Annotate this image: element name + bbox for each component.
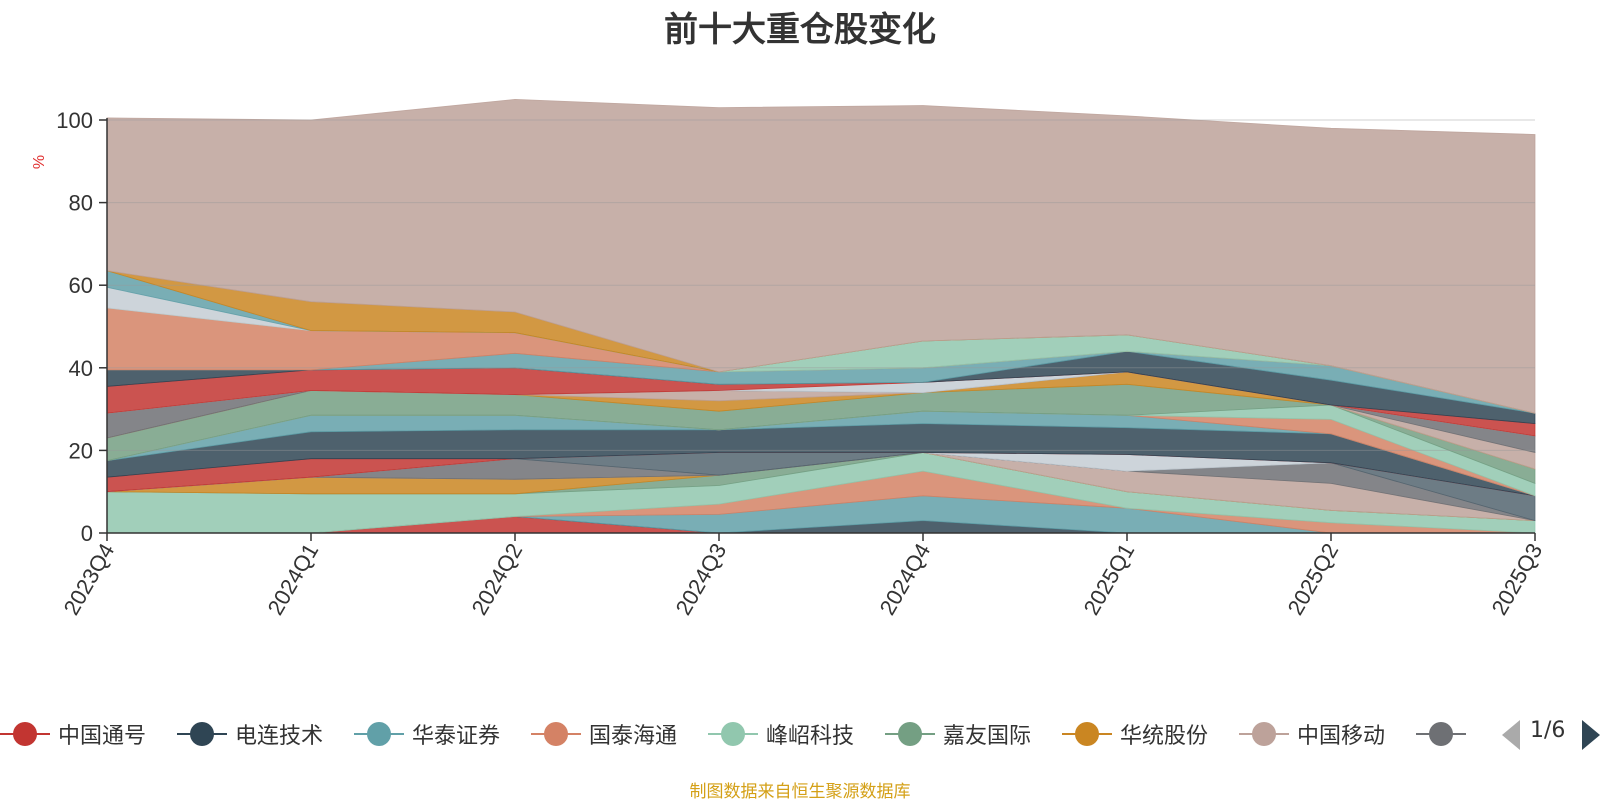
legend-marker-dot: [898, 722, 922, 746]
legend-marker-dot: [190, 722, 214, 746]
y-tick-label: 20: [69, 438, 93, 463]
y-tick-label: 80: [69, 191, 93, 216]
legend-item[interactable]: [1416, 714, 1474, 754]
legend-marker-icon: [885, 719, 935, 749]
legend-item[interactable]: 电连技术: [177, 714, 323, 754]
legend-marker-icon: [708, 719, 758, 749]
legend-item[interactable]: 华泰证券: [354, 714, 500, 754]
legend-marker-dot: [544, 722, 568, 746]
legend-marker-dot: [1252, 722, 1276, 746]
legend-label: 中国通号: [58, 724, 147, 749]
legend-marker-dot: [13, 722, 37, 746]
legend-item[interactable]: 华统股份: [1062, 714, 1208, 754]
legend-label: 华泰证券: [412, 724, 501, 749]
series-area-29: [106, 98, 1536, 414]
legend-prev-page-icon[interactable]: [1502, 720, 1520, 750]
legend-marker-icon: [0, 719, 50, 749]
y-tick-label: 0: [81, 521, 93, 546]
legend-item[interactable]: 国泰海通: [531, 714, 677, 754]
x-tick-label: 2024Q3: [671, 539, 732, 619]
legend-label: 国泰海通: [589, 724, 678, 749]
y-tick-label: 60: [69, 273, 93, 298]
legend-page-indicator: 1/6: [1530, 718, 1566, 743]
legend-marker-icon: [1062, 719, 1112, 749]
x-tick-label: 2025Q1: [1079, 539, 1140, 619]
y-tick-label: 100: [56, 108, 93, 133]
legend-label: 峰岹科技: [766, 724, 855, 749]
x-tick-label: 2024Q4: [875, 539, 936, 619]
legend-label: 华统股份: [1120, 724, 1209, 749]
legend-label: 电连技术: [235, 724, 324, 749]
legend-label: 中国移动: [1297, 724, 1386, 749]
legend-next-page-icon[interactable]: [1582, 720, 1600, 750]
legend-label: 嘉友国际: [943, 724, 1032, 749]
legend-pager: 1/6: [1496, 716, 1600, 752]
x-tick-label: 2023Q4: [59, 539, 120, 619]
legend-marker-icon: [1416, 719, 1466, 749]
legend-item[interactable]: 嘉友国际: [885, 714, 1031, 754]
x-tick-label: 2025Q2: [1283, 539, 1344, 619]
legend-item[interactable]: 峰岹科技: [708, 714, 854, 754]
legend-marker-dot: [721, 722, 745, 746]
stacked-areas: [106, 98, 1536, 534]
x-tick-label: 2025Q3: [1487, 539, 1548, 619]
y-axis-label: %: [31, 155, 48, 169]
legend-marker-icon: [177, 719, 227, 749]
y-tick-label: 40: [69, 356, 93, 381]
legend-marker-dot: [1429, 722, 1453, 746]
legend-item[interactable]: 中国移动: [1239, 714, 1385, 754]
legend[interactable]: 中国通号 电连技术 华泰证券 国泰海通 峰岹科技 嘉友国际 华统股份 中国移动: [0, 714, 1482, 754]
legend-item[interactable]: 中国通号: [0, 714, 146, 754]
legend-marker-icon: [531, 719, 581, 749]
source-note: 制图数据来自恒生聚源数据库: [689, 782, 911, 802]
legend-marker-icon: [1239, 719, 1289, 749]
x-tick-label: 2024Q1: [263, 539, 324, 619]
legend-marker-icon: [354, 719, 404, 749]
legend-marker-dot: [1075, 722, 1099, 746]
legend-marker-dot: [367, 722, 391, 746]
chart-title: 前十大重仓股变化: [664, 10, 936, 50]
x-tick-label: 2024Q2: [467, 539, 528, 619]
